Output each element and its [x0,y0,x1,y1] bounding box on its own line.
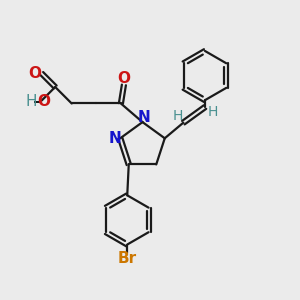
Text: H: H [26,94,37,110]
Text: O: O [117,71,130,86]
Text: Br: Br [118,250,137,266]
Text: O: O [28,66,42,81]
Text: H: H [173,109,183,123]
Text: N: N [137,110,150,125]
Text: N: N [109,131,121,146]
Text: H: H [207,106,218,119]
Text: O: O [38,94,51,110]
